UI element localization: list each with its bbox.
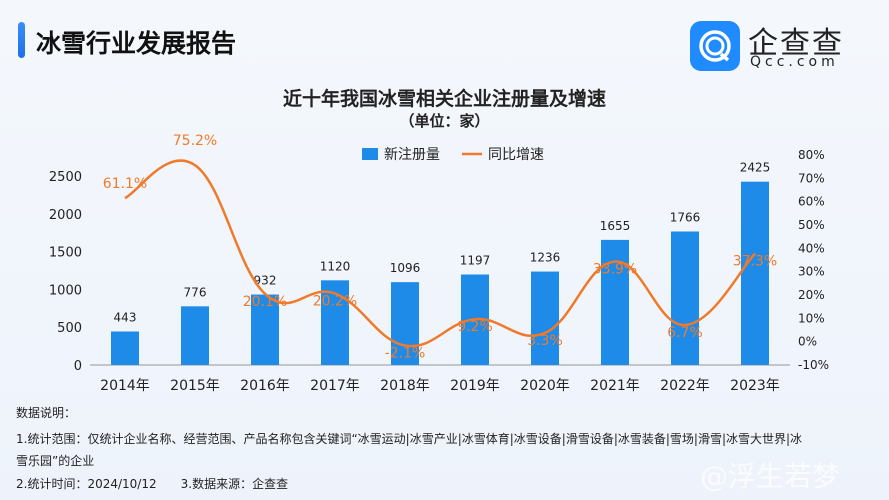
x-tick-label: 2022年 — [660, 378, 710, 394]
notes-line-2: 雪乐园”的企业 — [16, 454, 95, 468]
right-tick-label: 10% — [798, 311, 825, 325]
notes-heading: 数据说明： — [16, 406, 77, 420]
right-tick-label: 70% — [798, 171, 825, 185]
notes-line-3: 2.统计时间：2024/10/12 3.数据来源：企查查 — [16, 477, 289, 491]
right-tick-label: 20% — [798, 288, 825, 302]
right-tick-label: -10% — [798, 358, 829, 372]
growth-line — [124, 159, 756, 348]
left-tick-label: 500 — [57, 321, 82, 336]
line-label: -2.1% — [385, 346, 426, 362]
notes-line-1: 1.统计范围：仅统计企业名称、经营范围、产品名称包含关键词“冰雪运动|冰雪产业|… — [16, 432, 803, 446]
bar — [391, 282, 419, 365]
bar-label: 1766 — [670, 210, 701, 224]
x-tick-label: 2023年 — [730, 378, 780, 394]
x-tick-label: 2017年 — [310, 378, 360, 394]
x-tick-label: 2016年 — [240, 378, 290, 394]
x-tick-label: 2018年 — [380, 378, 430, 394]
bar-label: 932 — [254, 274, 277, 288]
bar — [251, 294, 279, 365]
qcc-logo-icon — [690, 21, 740, 71]
legend-bar-label: 新注册量 — [384, 147, 440, 163]
bar-label: 1120 — [320, 259, 351, 273]
line-label: 9.2% — [457, 319, 493, 335]
left-tick-label: 1500 — [49, 246, 82, 261]
bar — [671, 231, 699, 365]
bar-label: 2425 — [740, 161, 771, 175]
x-tick-label: 2021年 — [590, 378, 640, 394]
page-title: 冰雪行业发展报告 — [36, 29, 237, 58]
bar — [601, 239, 629, 365]
bar — [741, 181, 769, 365]
chart-subtitle: （单位：家） — [399, 112, 490, 130]
legend-line-label: 同比增速 — [488, 147, 544, 163]
left-tick-label: 2000 — [49, 208, 82, 223]
bar-label: 1197 — [460, 254, 491, 268]
right-tick-label: 50% — [798, 218, 825, 232]
right-tick-label: 60% — [798, 195, 825, 209]
bar-label: 1655 — [600, 219, 631, 233]
line-label: 6.7% — [667, 325, 703, 341]
right-tick-label: 0% — [798, 335, 817, 349]
bar-label: 1236 — [530, 251, 561, 265]
x-tick-label: 2020年 — [520, 378, 570, 394]
chart-title: 近十年我国冰雪相关企业注册量及增速 — [282, 88, 606, 110]
right-tick-label: 80% — [798, 148, 825, 162]
line-label: 20.2% — [313, 294, 357, 310]
bar — [111, 331, 139, 365]
line-label: 33.9% — [593, 262, 637, 278]
bar-label: 776 — [184, 285, 207, 299]
line-label: 75.2% — [173, 133, 217, 149]
x-tick-label: 2014年 — [100, 378, 150, 394]
line-label: 61.1% — [103, 176, 147, 192]
line-label: 20.1% — [243, 294, 287, 310]
bar — [181, 306, 209, 365]
watermark: @浮生若梦 — [700, 460, 841, 493]
x-tick-label: 2019年 — [450, 378, 500, 394]
x-tick-label: 2015年 — [170, 378, 220, 394]
bar — [531, 271, 559, 365]
left-tick-label: 1000 — [49, 283, 82, 298]
right-tick-label: 40% — [798, 241, 825, 255]
logo-text-en: Qcc.com — [750, 54, 839, 70]
line-label: 3.3% — [527, 333, 563, 349]
legend-bar-swatch — [362, 148, 378, 160]
bar-label: 443 — [114, 311, 137, 325]
line-label: 37.3% — [733, 254, 777, 270]
bar-label: 1096 — [390, 261, 421, 275]
right-tick-label: 30% — [798, 265, 825, 279]
logo-text-cn: 企查查 — [748, 26, 844, 61]
left-tick-label: 2500 — [49, 170, 82, 185]
left-tick-label: 0 — [74, 359, 82, 374]
header-accent-bar — [18, 22, 25, 58]
